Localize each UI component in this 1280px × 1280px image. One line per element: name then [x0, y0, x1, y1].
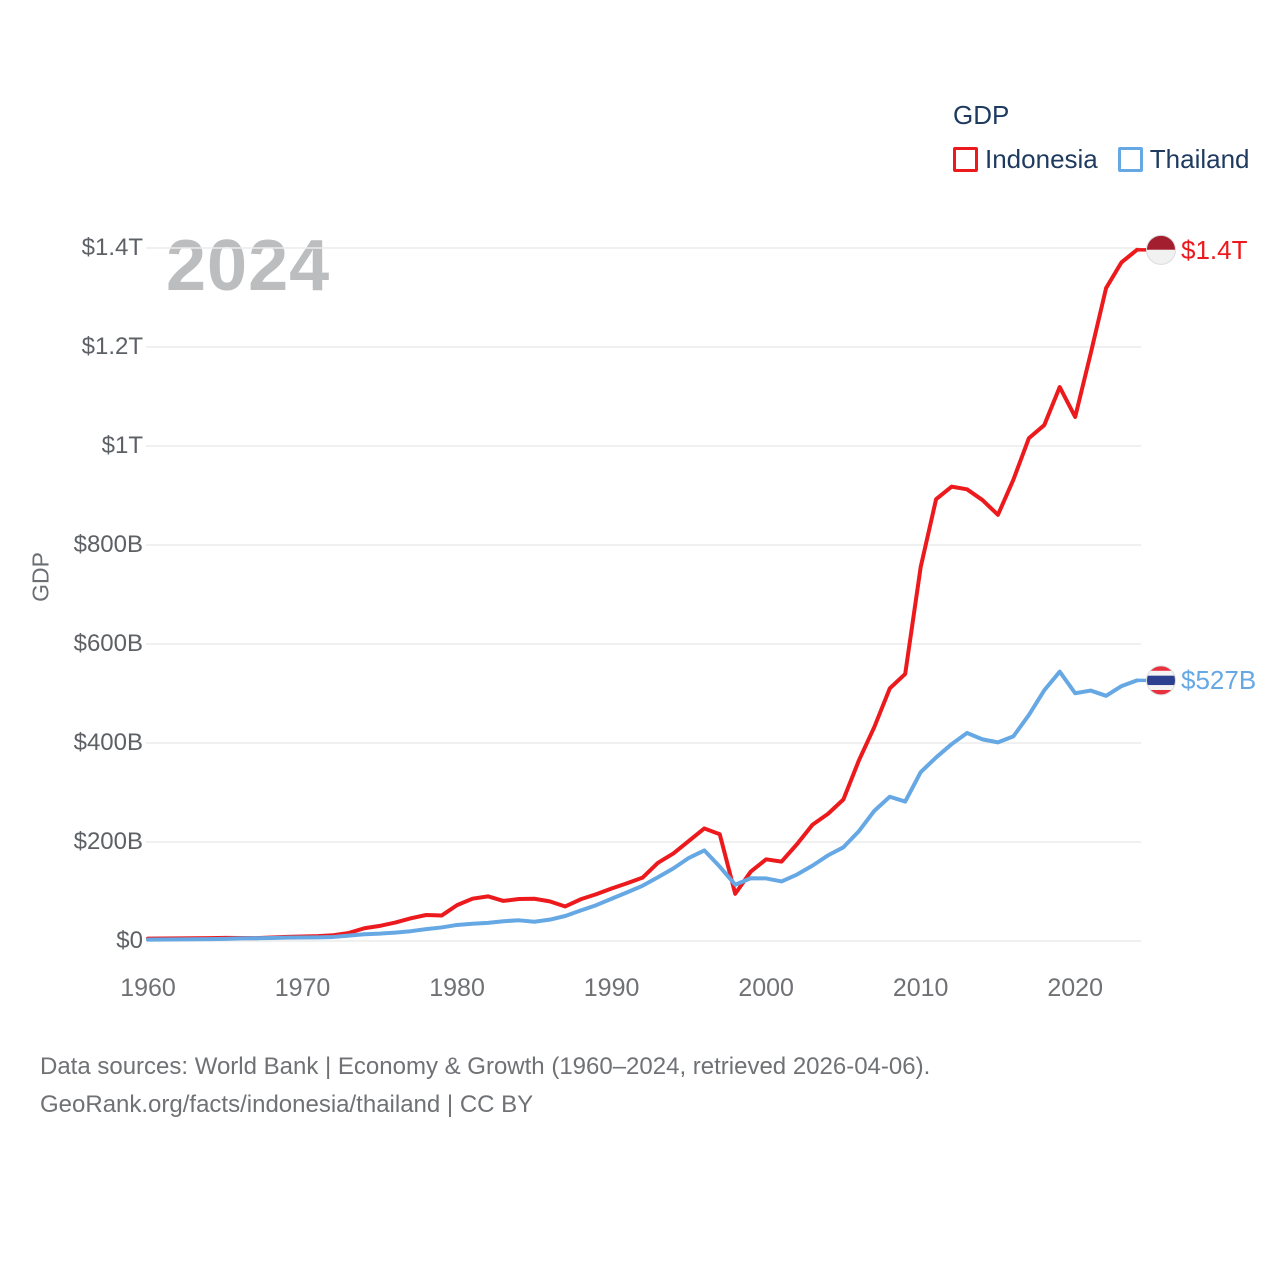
legend-label-thailand: Thailand	[1149, 144, 1250, 174]
y-tick-label: $800B	[73, 531, 143, 558]
legend: GDP Indonesia Thailand	[953, 100, 1250, 175]
y-tick-label: $200B	[73, 828, 143, 855]
y-tick-label: $1T	[101, 432, 143, 459]
x-tick-label: 1990	[583, 974, 640, 1002]
legend-item-indonesia[interactable]: Indonesia	[953, 144, 1098, 175]
series-layer	[146, 247, 1139, 942]
y-tick-label: $1.4T	[81, 234, 143, 261]
x-tick-label: 2000	[738, 974, 794, 1002]
y-tick-label: $0	[116, 927, 143, 954]
legend-items: Indonesia Thailand	[953, 144, 1250, 175]
x-tick-label: 2010	[892, 974, 949, 1002]
x-tick-label: 1960	[120, 974, 176, 1002]
x-tick-label: 1970	[274, 974, 331, 1002]
x-tick-label: 2020	[1047, 974, 1103, 1002]
legend-title: GDP	[953, 100, 1010, 130]
legend-item-thailand[interactable]: Thailand	[1117, 144, 1250, 175]
indonesia-line[interactable]	[146, 247, 1139, 941]
year-watermark: 2024	[166, 226, 331, 306]
y-tick-label: $400B	[73, 729, 143, 756]
indonesia-flag-icon	[1146, 234, 1176, 265]
y-tick-label: $600B	[73, 630, 143, 657]
thailand-end-value: $527B	[1181, 665, 1257, 696]
x-tick-label: 1980	[429, 974, 485, 1002]
thailand-line[interactable]	[146, 669, 1139, 942]
footer-sources: Data sources: World Bank | Economy & Gro…	[40, 1053, 931, 1080]
footer-link: GeoRank.org/facts/indonesia/thailand | C…	[40, 1091, 534, 1118]
legend-label-indonesia: Indonesia	[985, 144, 1098, 174]
marker-layer	[1137, 234, 1176, 696]
thailand-flag-icon	[1146, 665, 1176, 696]
thailand-swatch-icon	[1117, 147, 1143, 172]
gdp-line-chart	[146, 234, 1176, 942]
indonesia-end-value: $1.4T	[1181, 234, 1248, 265]
grid-layer	[146, 247, 1141, 942]
footer: Data sources: World Bank | Economy & Gro…	[40, 1048, 930, 1124]
y-tick-label: $1.2T	[81, 333, 143, 360]
indonesia-swatch-icon	[953, 147, 978, 172]
